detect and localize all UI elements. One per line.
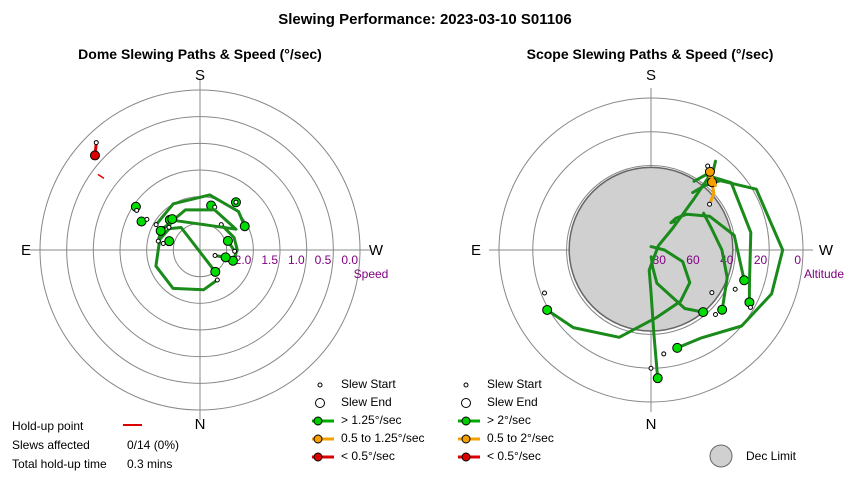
dome-legend-slow-marker <box>314 453 322 461</box>
figure-title: Slewing Performance: 2023-03-10 S01106 <box>278 11 572 28</box>
dome-slew-start-10 <box>167 225 171 229</box>
scope-slew-start-3 <box>733 287 737 291</box>
scope-slew-end-8 <box>705 167 714 176</box>
scope-legend-slow-label: < 0.5°/sec <box>487 449 541 463</box>
dome-slew-start-8 <box>161 242 165 246</box>
scope-slew-end-2 <box>543 305 552 314</box>
dome-compass-right: W <box>369 242 384 259</box>
dome-slew-end-4 <box>240 222 249 231</box>
dome-slew-end-8 <box>165 237 174 246</box>
total-hold-up-time-label: Total hold-up time <box>12 457 107 471</box>
slews-affected-value: 0/14 (0%) <box>127 438 179 452</box>
dome-compass-left: E <box>21 242 31 259</box>
scope-slew-start-6 <box>710 291 714 295</box>
scope-compass-left: E <box>471 242 481 259</box>
dome-radial-axis-label: Speed <box>354 267 389 281</box>
slews-affected-label: Slews affected <box>12 438 90 452</box>
dome-legend-medium-marker <box>314 435 322 443</box>
scope-chart-title: Scope Slewing Paths & Speed (°/sec) <box>527 46 774 62</box>
scope-legend-slow-marker <box>462 453 470 461</box>
dome-tick-label-1: 1.5 <box>261 253 278 267</box>
scope-slew-end-6 <box>699 308 708 317</box>
dome-compass-bottom: N <box>195 416 206 433</box>
dome-hold-up-marker <box>98 174 104 178</box>
dome-slew-start-3 <box>234 200 238 204</box>
dome-slew-end-7 <box>223 236 232 245</box>
dome-legend-medium-label: 0.5 to 1.25°/sec <box>341 431 425 445</box>
scope-slew-start-8 <box>706 164 710 168</box>
dome-slew-end-13 <box>90 151 99 160</box>
dome-slew-start-4 <box>154 223 158 227</box>
scope-legend-end-label: Slew End <box>487 395 538 409</box>
dome-legend: Slew Start Slew End > 1.25°/sec 0.5 to 1… <box>312 377 425 463</box>
dome-slew-end-6 <box>221 253 230 262</box>
scope-legend-end-marker <box>462 399 471 408</box>
dome-slew-end-10 <box>168 215 177 224</box>
scope-legend-start-label: Slew Start <box>487 377 542 391</box>
scope-slew-end-3 <box>740 276 749 285</box>
dome-slew-start-13 <box>94 141 98 145</box>
dome-legend-end-label: Slew End <box>341 395 392 409</box>
scope-legend-medium-marker <box>462 435 470 443</box>
scope-tick-label-4: 0 <box>794 253 801 267</box>
hold-up-point-label: Hold-up point <box>12 419 84 433</box>
scope-slew-start-1 <box>662 352 666 356</box>
scope-slew-start-7 <box>708 202 712 206</box>
dome-compass-top: S <box>195 67 205 84</box>
dome-chart: Dome Slewing Paths & Speed (°/sec) S N E… <box>21 46 388 433</box>
scope-legend-start-marker <box>464 383 468 387</box>
scope-legend-medium-label: 0.5 to 2°/sec <box>487 431 554 445</box>
scope-legend-fast-marker <box>462 417 470 425</box>
dome-slew-path-1 <box>156 228 217 290</box>
dome-legend-fast-marker <box>314 417 322 425</box>
dome-slew-start-12 <box>135 208 139 212</box>
hold-up-tick <box>98 174 104 178</box>
dome-legend-fast-label: > 1.25°/sec <box>341 413 402 427</box>
scope-slew-start-0 <box>649 366 653 370</box>
scope-legend-dec-limit-swatch <box>710 445 732 467</box>
dome-slew-paths <box>90 141 249 290</box>
scope-tick-label-3: 20 <box>754 253 768 267</box>
scope-slew-end-0 <box>653 374 662 383</box>
dome-legend-end-marker <box>316 399 325 408</box>
dome-slew-start-6 <box>213 253 217 257</box>
scope-compass-top: S <box>646 67 656 84</box>
dome-legend-start-label: Slew Start <box>341 377 396 391</box>
dome-tick-label-4: 0.0 <box>341 253 358 267</box>
scope-radial-axis-label: Altitude <box>804 267 844 281</box>
dome-legend-slow-label: < 0.5°/sec <box>341 449 395 463</box>
scope-legend-dec-limit-label: Dec Limit <box>746 449 797 463</box>
scope-slew-start-4 <box>748 305 752 309</box>
scope-legend-fast-label: > 2°/sec <box>487 413 531 427</box>
scope-tick-label-1: 60 <box>686 253 700 267</box>
scope-slew-end-5 <box>718 305 727 314</box>
dome-legend-start-marker <box>318 383 322 387</box>
dome-slew-start-9 <box>156 239 160 243</box>
dome-tick-label-3: 0.5 <box>315 253 332 267</box>
total-hold-up-time-value: 0.3 mins <box>127 457 172 471</box>
scope-chart: Scope Slewing Paths & Speed (°/sec) S N … <box>471 46 844 433</box>
dome-slew-start-1 <box>215 278 219 282</box>
dome-slew-end-9 <box>156 226 165 235</box>
scope-slew-start-5 <box>713 312 717 316</box>
dome-slew-start-11 <box>145 217 149 221</box>
scope-slew-end-1 <box>673 343 682 352</box>
dome-chart-title: Dome Slewing Paths & Speed (°/sec) <box>78 46 322 62</box>
dome-tick-label-2: 1.0 <box>288 253 305 267</box>
hold-up-stats: Hold-up point Slews affected 0/14 (0%) T… <box>12 419 179 471</box>
scope-slew-start-2 <box>543 291 547 295</box>
scope-compass-right: W <box>819 242 834 259</box>
scope-compass-bottom: N <box>646 416 657 433</box>
scope-legend: Slew Start Slew End > 2°/sec 0.5 to 2°/s… <box>458 377 797 467</box>
dome-slew-end-1 <box>211 267 220 276</box>
dome-slew-start-7 <box>233 249 237 253</box>
